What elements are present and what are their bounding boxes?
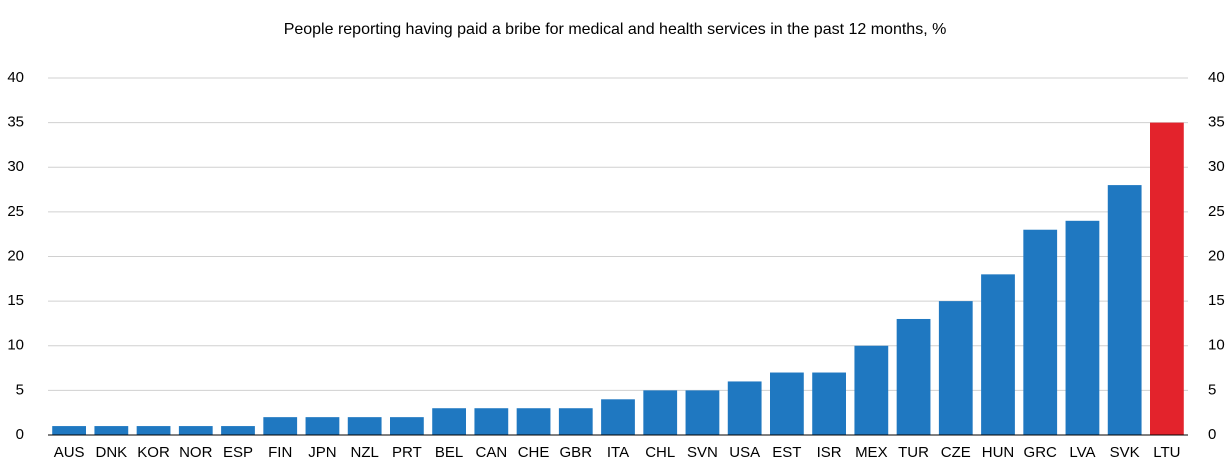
x-tick-label: DNK <box>95 444 127 461</box>
bar <box>812 372 846 435</box>
y-tick-label: 10 <box>7 337 24 354</box>
y2-tick-label: 10 <box>1208 337 1225 354</box>
x-tick-label: CHE <box>518 444 550 461</box>
bar <box>263 417 298 435</box>
x-tick-label: ITA <box>607 444 629 461</box>
x-tick-label: NZL <box>350 444 378 461</box>
y-tick-label: 0 <box>16 426 24 443</box>
bar <box>52 426 86 435</box>
y-tick-label: 15 <box>7 292 24 309</box>
y-tick-label: 5 <box>16 381 24 398</box>
y-tick-label: 35 <box>7 114 24 131</box>
bar <box>516 408 551 435</box>
x-tick-label: BEL <box>435 444 463 461</box>
y2-tick-label: 0 <box>1208 426 1216 443</box>
x-tick-label: SVK <box>1110 444 1140 461</box>
y2-tick-label: 40 <box>1208 69 1225 86</box>
y-tick-label: 20 <box>7 247 24 264</box>
x-tick-label: LVA <box>1069 444 1095 461</box>
bar <box>432 408 466 435</box>
bar <box>601 399 635 435</box>
x-tick-label: CAN <box>475 444 507 461</box>
bar <box>896 318 931 435</box>
y2-tick-label: 35 <box>1208 114 1225 131</box>
x-tick-label: KOR <box>137 444 170 461</box>
x-tick-label: CHL <box>645 444 675 461</box>
x-tick-label: AUS <box>54 444 85 461</box>
bar <box>1023 229 1058 435</box>
y2-tick-label: 20 <box>1208 247 1225 264</box>
y2-tick-label: 15 <box>1208 292 1225 309</box>
bar <box>1065 220 1100 435</box>
chart-title: People reporting having paid a bribe for… <box>284 21 947 38</box>
x-tick-label: NOR <box>179 444 213 461</box>
x-tick-label: SVN <box>687 444 718 461</box>
bar <box>178 426 213 435</box>
bar <box>938 301 973 435</box>
bar <box>643 390 678 435</box>
y-tick-label: 30 <box>7 158 24 175</box>
bar <box>390 417 424 435</box>
x-tick-label: ISR <box>817 444 842 461</box>
y-tick-label: 40 <box>7 69 24 86</box>
x-tick-label: JPN <box>308 444 336 461</box>
x-tick-label: GBR <box>560 444 593 461</box>
x-tick-label: PRT <box>392 444 422 461</box>
bar <box>94 426 129 435</box>
y2-tick-label: 30 <box>1208 158 1225 175</box>
bar <box>727 381 762 435</box>
x-tick-label: CZE <box>941 444 971 461</box>
bar <box>136 426 171 435</box>
y2-tick-label: 25 <box>1208 203 1225 220</box>
bar <box>1150 122 1184 435</box>
bar <box>854 345 889 435</box>
x-tick-label: ESP <box>223 444 253 461</box>
bar <box>685 390 720 435</box>
bar <box>558 408 593 435</box>
x-tick-label: GRC <box>1024 444 1058 461</box>
y-tick-label: 25 <box>7 203 24 220</box>
x-tick-label: FIN <box>268 444 292 461</box>
bar <box>981 274 1015 435</box>
bar <box>347 417 382 435</box>
x-tick-label: MEX <box>855 444 888 461</box>
bar <box>1107 185 1142 435</box>
x-tick-label: TUR <box>898 444 929 461</box>
x-tick-label: EST <box>772 444 801 461</box>
bar <box>770 372 804 435</box>
x-tick-label: HUN <box>982 444 1015 461</box>
bar <box>221 426 255 435</box>
x-tick-label: USA <box>729 444 760 461</box>
x-tick-label: LTU <box>1153 444 1180 461</box>
bar <box>305 417 340 435</box>
y2-tick-label: 5 <box>1208 381 1216 398</box>
bar <box>474 408 509 435</box>
